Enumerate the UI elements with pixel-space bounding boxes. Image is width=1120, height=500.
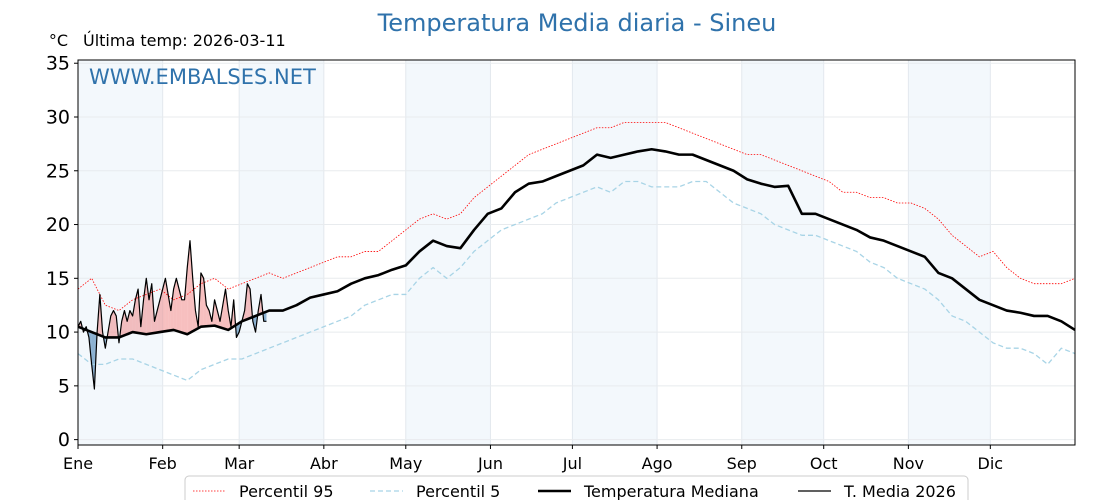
month-band bbox=[908, 60, 991, 445]
x-axis: Ene Feb Mar Abr May Jun Jul Ago Sep Oct Nov Dic bbox=[63, 445, 1003, 473]
fill-above-median bbox=[127, 310, 130, 335]
fill-above-median bbox=[124, 310, 128, 336]
percentil-5-line bbox=[77, 180, 1076, 382]
fill-above-median bbox=[181, 299, 185, 334]
median-temperature-legend-label: Temperatura Mediana bbox=[583, 482, 759, 500]
y-unit-label: °C bbox=[49, 31, 68, 50]
fill-above-median bbox=[214, 299, 218, 327]
month-band bbox=[741, 60, 824, 445]
legend-box bbox=[184, 475, 969, 500]
fill-above-median bbox=[168, 294, 171, 331]
fill-above-median bbox=[176, 278, 180, 332]
x-tick-label: Ago bbox=[642, 454, 673, 473]
x-tick-label: Abr bbox=[310, 454, 338, 473]
fill-below-median bbox=[263, 311, 267, 322]
fill-above-median bbox=[121, 310, 125, 337]
fill-above-median bbox=[184, 267, 188, 335]
month-band bbox=[572, 60, 658, 445]
fill-above-median bbox=[113, 310, 117, 338]
fill-above-median bbox=[170, 289, 174, 331]
x-tick-label: Sep bbox=[727, 454, 757, 473]
y-axis: 0 5 10 15 20 25 30 35 bbox=[46, 53, 78, 451]
x-tick-label: Dic bbox=[978, 454, 1004, 473]
temp-2026-legend-label: T. Media 2026 bbox=[843, 482, 956, 500]
month-bands bbox=[78, 60, 991, 445]
grid-lines bbox=[77, 60, 1075, 445]
percentil-95-line bbox=[77, 121, 1076, 311]
x-tick-label: Ene bbox=[63, 454, 93, 473]
x-tick-label: Nov bbox=[893, 454, 924, 473]
fill-above-median bbox=[225, 289, 229, 330]
fill-above-median bbox=[154, 310, 158, 333]
last-temp-label: Última temp: 2026-03-11 bbox=[83, 31, 286, 50]
x-tick-label: Jun bbox=[477, 454, 503, 473]
fill-above-median bbox=[132, 299, 136, 333]
month-band bbox=[78, 60, 163, 445]
fill-above-median bbox=[146, 278, 150, 335]
fill-above-median bbox=[162, 278, 166, 332]
plot-frame bbox=[77, 59, 1076, 446]
median-temperature-line bbox=[77, 147, 1076, 339]
y-tick-label: 25 bbox=[46, 160, 70, 182]
y-tick-label: 0 bbox=[58, 429, 70, 451]
fill-above-median bbox=[143, 278, 147, 335]
y-tick-label: 35 bbox=[46, 53, 70, 75]
fill-above-median bbox=[173, 278, 177, 331]
month-band bbox=[239, 60, 324, 445]
fill-above-median bbox=[222, 289, 226, 330]
watermark: WWW.EMBALSES.NET bbox=[89, 65, 316, 89]
y-tick-label: 10 bbox=[46, 322, 70, 344]
fill-above-median bbox=[129, 310, 133, 334]
fill-below-median bbox=[236, 323, 240, 338]
x-tick-label: Jul bbox=[562, 454, 582, 473]
fill-above-median bbox=[110, 310, 114, 338]
percentil-5-legend-label: Percentil 5 bbox=[416, 482, 500, 500]
fill-above-median bbox=[135, 289, 139, 333]
fill-above-median bbox=[189, 240, 193, 333]
x-tick-label: Mar bbox=[224, 454, 255, 473]
series-lines bbox=[77, 121, 1076, 390]
x-tick-label: May bbox=[389, 454, 422, 473]
fill-above-median bbox=[247, 283, 251, 320]
x-tick-label: Feb bbox=[149, 454, 177, 473]
fill-above-median bbox=[200, 272, 204, 327]
fill-above-median bbox=[159, 289, 163, 333]
y-tick-label: 20 bbox=[46, 214, 70, 236]
x-tick-label: Oct bbox=[810, 454, 838, 473]
y-tick-label: 30 bbox=[46, 106, 70, 128]
fill-below-median bbox=[91, 332, 95, 390]
fill-above-median bbox=[179, 289, 182, 333]
y-tick-label: 15 bbox=[46, 268, 70, 290]
percentil-95-legend-label: Percentil 95 bbox=[239, 482, 334, 500]
temp-2026-line bbox=[77, 240, 267, 390]
chart-title: Temperatura Media diaria - Sineu bbox=[377, 9, 777, 37]
legend: Percentil 95 Percentil 5 Temperatura Media… bbox=[184, 475, 969, 500]
y-tick-label: 5 bbox=[58, 375, 70, 397]
